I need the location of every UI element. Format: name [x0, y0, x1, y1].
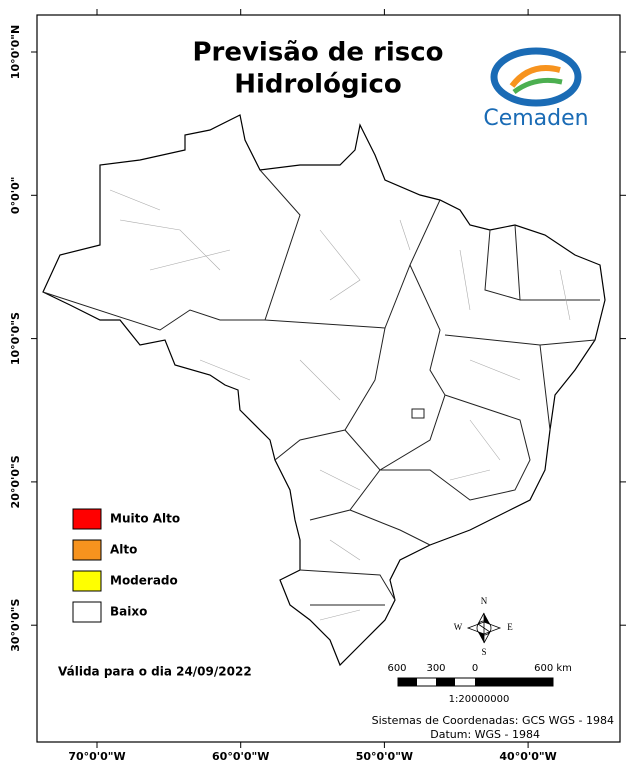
- legend-label: Moderado: [110, 574, 178, 588]
- compass-letter: E: [507, 622, 513, 632]
- country-outline: [42, 114, 606, 667]
- state-border: [299, 509, 431, 606]
- scale-bar-segment: [398, 678, 417, 686]
- legend-swatch: [72, 508, 102, 530]
- state-border: [264, 199, 441, 329]
- longitude-label: 70°0'0"W: [68, 750, 125, 763]
- title-line: Hidrológico: [234, 70, 402, 100]
- compass-ring: [476, 620, 492, 636]
- state-border: [42, 169, 301, 331]
- logo-text: Cemaden: [483, 106, 588, 131]
- logo-eye: [490, 47, 582, 107]
- longitude-label: 40°0'0"W: [499, 750, 556, 763]
- scale-label: 600 km: [534, 663, 572, 674]
- latitude-label: 30°0'0"S: [9, 599, 22, 652]
- scale-bar: 1:20000000: [397, 677, 554, 705]
- federal-district: [411, 408, 425, 419]
- brazil-map: [42, 114, 606, 667]
- scale-bar-segment: [436, 678, 455, 686]
- title-line: Previsão de risco: [192, 38, 443, 68]
- state-border: [444, 224, 600, 431]
- legend-swatch: [72, 601, 102, 623]
- legend-label: Baixo: [110, 605, 147, 619]
- compass-rose: N S E W: [454, 596, 514, 657]
- compass-letter: S: [481, 647, 486, 657]
- compass-letter: W: [454, 622, 463, 632]
- legend-label: Alto: [110, 543, 137, 557]
- scale-label: 0: [472, 663, 478, 674]
- latitude-label: 10°0'0"S: [9, 312, 22, 365]
- compass-letter: N: [481, 596, 488, 606]
- legend-swatch: [72, 539, 102, 561]
- legend-label: Muito Alto: [110, 512, 180, 526]
- logo: Cemaden: [483, 47, 589, 131]
- compass-needle: [478, 613, 490, 643]
- validity-date: Válida para o dia 24/09/2022: [58, 665, 252, 679]
- latitude-label: 0°0'0": [9, 177, 22, 215]
- longitude-label: 60°0'0"W: [212, 750, 269, 763]
- logo-arc: [509, 65, 561, 88]
- state-border: [309, 394, 531, 521]
- scale-label: 600: [387, 663, 406, 674]
- latitude-label: 10°0'0"N: [9, 25, 22, 79]
- coordinate-system: Sistemas de Coordenadas: GCS WGS - 1984: [372, 714, 614, 727]
- legend-swatch: [72, 570, 102, 592]
- scale-label: 300: [426, 663, 445, 674]
- longitude-label: 50°0'0"W: [356, 750, 413, 763]
- logo-arc: [512, 77, 563, 95]
- datum: Datum: WGS - 1984: [430, 728, 540, 741]
- latitude-label: 20°0'0"S: [9, 455, 22, 508]
- municipal-borders: [109, 189, 571, 621]
- scale-ratio: 1:20000000: [449, 694, 510, 705]
- scale-bar-segment: [475, 678, 553, 686]
